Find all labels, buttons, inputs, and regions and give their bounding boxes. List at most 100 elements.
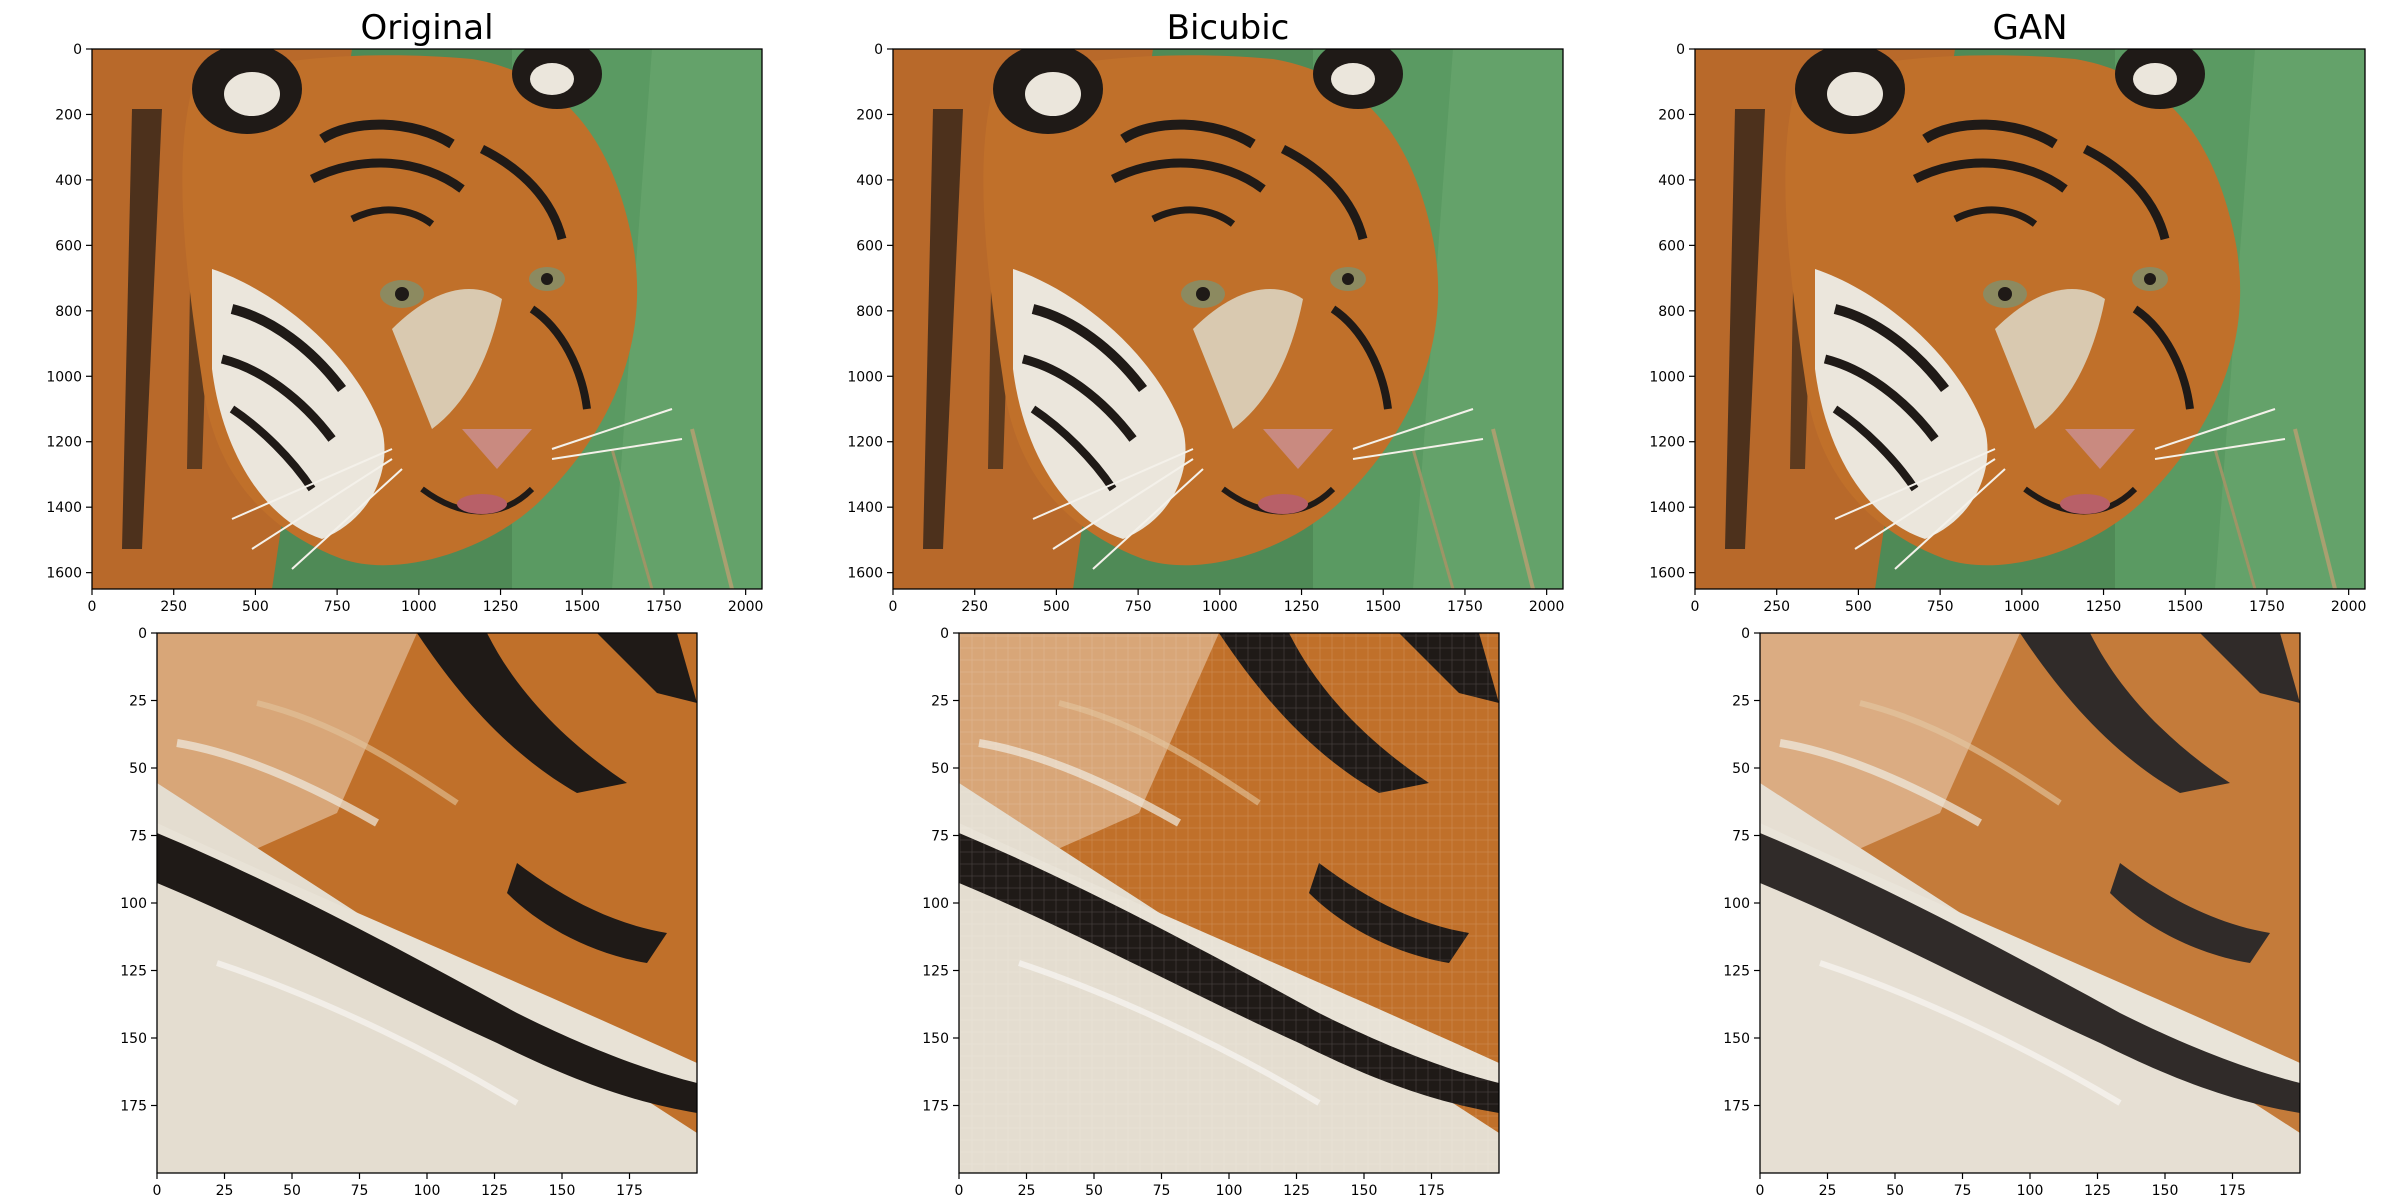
y-tick-label: 1400 [847,500,883,516]
x-tick-label: 100 [1216,1183,1243,1199]
tiger-image-original [92,39,762,589]
x-tick-label: 75 [1153,1183,1171,1199]
x-tick-label: 25 [1819,1183,1837,1199]
y-tick-label: 125 [1723,964,1750,980]
x-tick-label: 500 [242,599,269,615]
x-tick-label: 750 [1927,599,1954,615]
x-tick-label: 25 [216,1183,234,1199]
x-tick-label: 175 [2219,1183,2246,1199]
y-tick-label: 600 [1658,238,1685,254]
fur-crop-original [157,633,697,1173]
y-tick-label: 0 [138,626,147,642]
x-tick-label: 250 [160,599,187,615]
y-tick-label: 1000 [1649,369,1685,385]
panel-title: Original [360,8,493,48]
x-tick-label: 150 [2152,1183,2179,1199]
y-tick-label: 75 [931,829,949,845]
x-tick-label: 0 [955,1183,964,1199]
x-tick-label: 150 [549,1183,576,1199]
x-tick-label: 1000 [2004,599,2040,615]
x-tick-label: 0 [889,599,898,615]
panel-gan-crop [1759,632,2301,1174]
y-tick-label: 25 [1732,694,1750,710]
x-tick-label: 25 [1018,1183,1036,1199]
y-tick-label: 1200 [1649,435,1685,451]
x-tick-label: 125 [1283,1183,1310,1199]
x-tick-label: 1500 [2167,599,2203,615]
panel-title: GAN [1992,8,2067,48]
x-tick-label: 175 [1418,1183,1445,1199]
y-tick-label: 75 [129,829,147,845]
x-tick-label: 50 [283,1183,301,1199]
y-tick-label: 150 [1723,1031,1750,1047]
y-tick-label: 1200 [46,435,82,451]
y-tick-label: 1400 [1649,500,1685,516]
x-tick-label: 75 [1954,1183,1972,1199]
y-tick-label: 0 [940,626,949,642]
y-tick-label: 0 [1676,42,1685,58]
x-tick-label: 100 [414,1183,441,1199]
y-tick-label: 1600 [46,566,82,582]
x-tick-label: 1250 [483,599,519,615]
panel-title: Bicubic [1167,8,1290,48]
x-tick-label: 1500 [1365,599,1401,615]
y-tick-label: 100 [1723,896,1750,912]
y-tick-label: 1400 [46,500,82,516]
tiger-image-bicubic [893,39,1563,589]
x-tick-label: 125 [481,1183,508,1199]
y-tick-label: 175 [120,1099,147,1115]
panel-bicubic-crop [958,632,1500,1174]
x-tick-label: 50 [1886,1183,1904,1199]
x-tick-label: 1250 [2086,599,2122,615]
y-tick-label: 200 [1658,107,1685,123]
panel-bicubic [892,39,1564,590]
y-tick-label: 1600 [847,566,883,582]
panel-gan [1694,39,2366,590]
x-tick-label: 1750 [1447,599,1483,615]
y-tick-label: 50 [931,761,949,777]
x-tick-label: 100 [2017,1183,2044,1199]
y-tick-label: 125 [922,964,949,980]
x-tick-label: 2000 [2331,599,2367,615]
y-tick-label: 25 [129,694,147,710]
x-tick-label: 750 [1125,599,1152,615]
tiger-image-gan [1695,39,2365,589]
x-tick-label: 1250 [1284,599,1320,615]
y-tick-label: 125 [120,964,147,980]
y-tick-label: 50 [129,761,147,777]
x-tick-label: 50 [1085,1183,1103,1199]
y-tick-label: 175 [922,1099,949,1115]
y-tick-label: 0 [1741,626,1750,642]
x-tick-label: 1000 [401,599,437,615]
x-tick-label: 1750 [2249,599,2285,615]
x-tick-label: 500 [1043,599,1070,615]
x-tick-label: 150 [1351,1183,1378,1199]
x-tick-label: 500 [1845,599,1872,615]
y-tick-label: 800 [856,304,883,320]
y-tick-label: 200 [55,107,82,123]
y-tick-label: 1000 [847,369,883,385]
fur-crop-gan [1760,633,2300,1173]
y-tick-label: 100 [922,896,949,912]
panel-original-crop [156,632,698,1174]
x-tick-label: 0 [88,599,97,615]
x-tick-label: 2000 [1529,599,1565,615]
y-tick-label: 100 [120,896,147,912]
y-tick-label: 400 [856,173,883,189]
x-tick-label: 0 [1756,1183,1765,1199]
y-tick-label: 1200 [847,435,883,451]
y-tick-label: 600 [55,238,82,254]
x-tick-label: 125 [2084,1183,2111,1199]
y-tick-label: 200 [856,107,883,123]
y-tick-label: 50 [1732,761,1750,777]
x-tick-label: 750 [324,599,351,615]
y-tick-label: 150 [922,1031,949,1047]
x-tick-label: 1500 [564,599,600,615]
x-tick-label: 0 [1691,599,1700,615]
y-tick-label: 1600 [1649,566,1685,582]
y-tick-label: 75 [1732,829,1750,845]
x-tick-label: 250 [961,599,988,615]
x-tick-label: 1750 [646,599,682,615]
